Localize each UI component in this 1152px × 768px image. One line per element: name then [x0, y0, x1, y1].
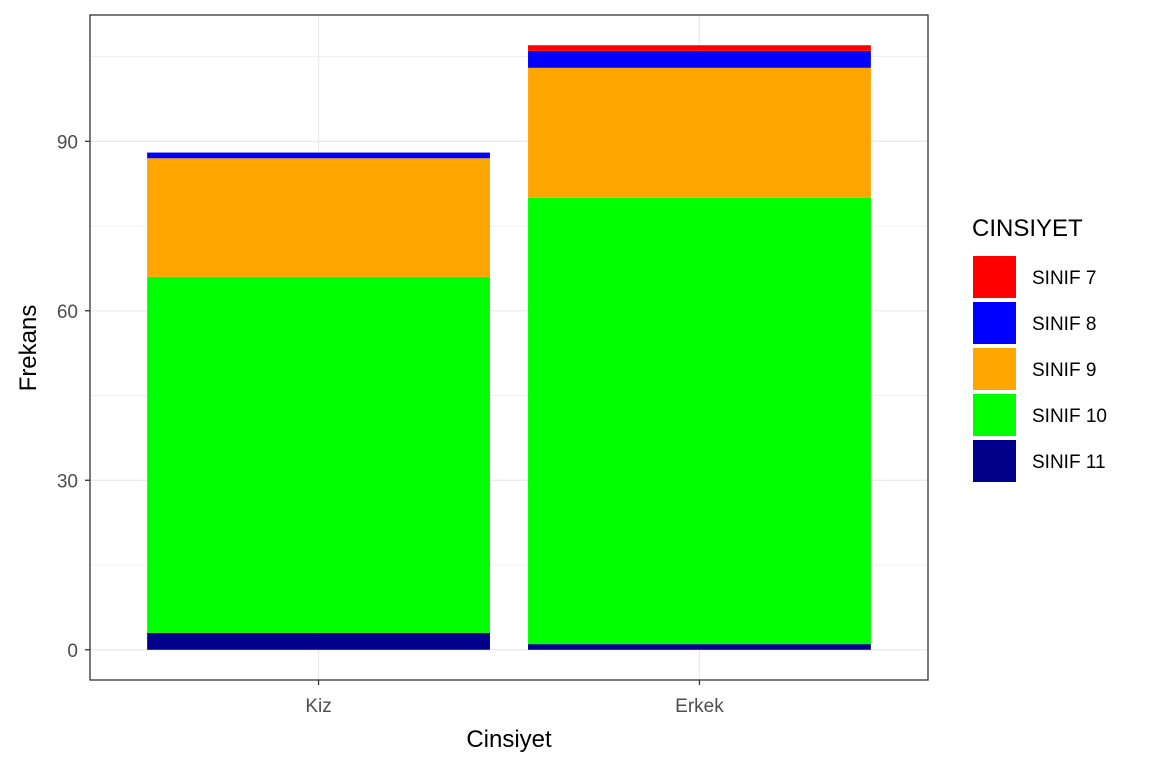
- legend-swatch: [973, 348, 1016, 390]
- legend-title: CINSIYET: [972, 215, 1083, 242]
- x-axis-title: Cinsiyet: [466, 726, 552, 753]
- bar-segment-sinif-8-kiz: [147, 152, 490, 159]
- bar-segment-sinif-7-erkek: [528, 45, 871, 51]
- legend: CINSIYET SINIF 7 SINIF 8 SINIF 9 SINIF 10 SI…: [972, 215, 1107, 482]
- y-tick-label: 60: [57, 302, 78, 323]
- bar-segment-sinif-9-erkek: [528, 67, 871, 198]
- y-tick-label: 90: [57, 132, 78, 153]
- legend-label: SINIF 11: [1032, 452, 1106, 473]
- y-axis-title: Frekans: [15, 305, 42, 392]
- bar-segment-sinif-11-erkek: [528, 644, 871, 650]
- bar-segment-sinif-10-kiz: [147, 276, 490, 633]
- bar-segment-sinif-11-kiz: [147, 632, 490, 650]
- legend-label: SINIF 7: [1032, 268, 1096, 289]
- bar-segment-sinif-10-erkek: [528, 197, 871, 645]
- bar-segment-sinif-9-kiz: [147, 158, 490, 277]
- axes: 0 30 60 90 Kiz Erkek: [57, 132, 724, 717]
- legend-label: SINIF 9: [1032, 360, 1096, 381]
- y-tick-label: 0: [67, 641, 78, 662]
- legend-label: SINIF 10: [1032, 406, 1107, 427]
- legend-swatch: [973, 302, 1016, 344]
- legend-swatch: [973, 440, 1016, 482]
- x-tick-label: Erkek: [675, 696, 724, 717]
- x-tick-label: Kiz: [305, 696, 331, 717]
- y-tick-label: 30: [57, 471, 78, 492]
- legend-label: SINIF 8: [1032, 314, 1096, 335]
- bars: [147, 45, 871, 650]
- bar-segment-sinif-8-erkek: [528, 50, 871, 68]
- legend-swatch: [973, 394, 1016, 436]
- panel-border: [89, 14, 929, 681]
- legend-swatch: [973, 256, 1016, 298]
